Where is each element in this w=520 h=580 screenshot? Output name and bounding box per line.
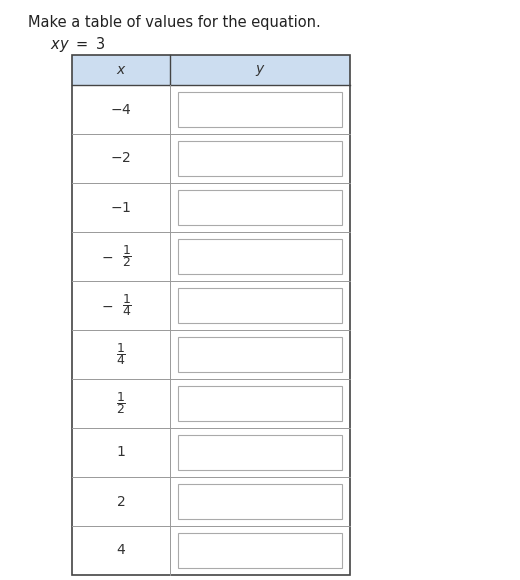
Text: $\boldsymbol{\mathit{x}}$: $\boldsymbol{\mathit{x}}$: [115, 63, 126, 77]
Text: $\dfrac{1}{4}$: $\dfrac{1}{4}$: [122, 292, 132, 318]
Text: Make a table of values for the equation.: Make a table of values for the equation.: [28, 15, 321, 30]
Text: $2$: $2$: [116, 495, 126, 509]
Bar: [178, 435, 342, 470]
Text: $-2$: $-2$: [110, 151, 132, 165]
Bar: [72, 55, 350, 575]
Text: $\dfrac{1}{2}$: $\dfrac{1}{2}$: [116, 390, 126, 416]
Bar: [178, 337, 342, 372]
Text: $-1$: $-1$: [110, 201, 132, 215]
Bar: [72, 55, 350, 85]
Bar: [178, 141, 342, 176]
Bar: [178, 239, 342, 274]
Text: $-$: $-$: [101, 299, 113, 313]
Bar: [178, 386, 342, 421]
Bar: [178, 533, 342, 568]
Text: $-$: $-$: [101, 249, 113, 263]
Text: $\mathit{xy}\ =\ 3$: $\mathit{xy}\ =\ 3$: [50, 35, 105, 54]
Text: $4$: $4$: [116, 543, 126, 557]
Bar: [178, 190, 342, 225]
Bar: [178, 484, 342, 519]
Text: $-4$: $-4$: [110, 103, 132, 117]
Bar: [178, 92, 342, 127]
Text: $\dfrac{1}{4}$: $\dfrac{1}{4}$: [116, 342, 126, 368]
Text: $1$: $1$: [116, 445, 126, 459]
Bar: [178, 288, 342, 323]
Text: $\dfrac{1}{2}$: $\dfrac{1}{2}$: [122, 244, 132, 270]
Text: $\boldsymbol{\mathit{y}}$: $\boldsymbol{\mathit{y}}$: [255, 63, 265, 78]
